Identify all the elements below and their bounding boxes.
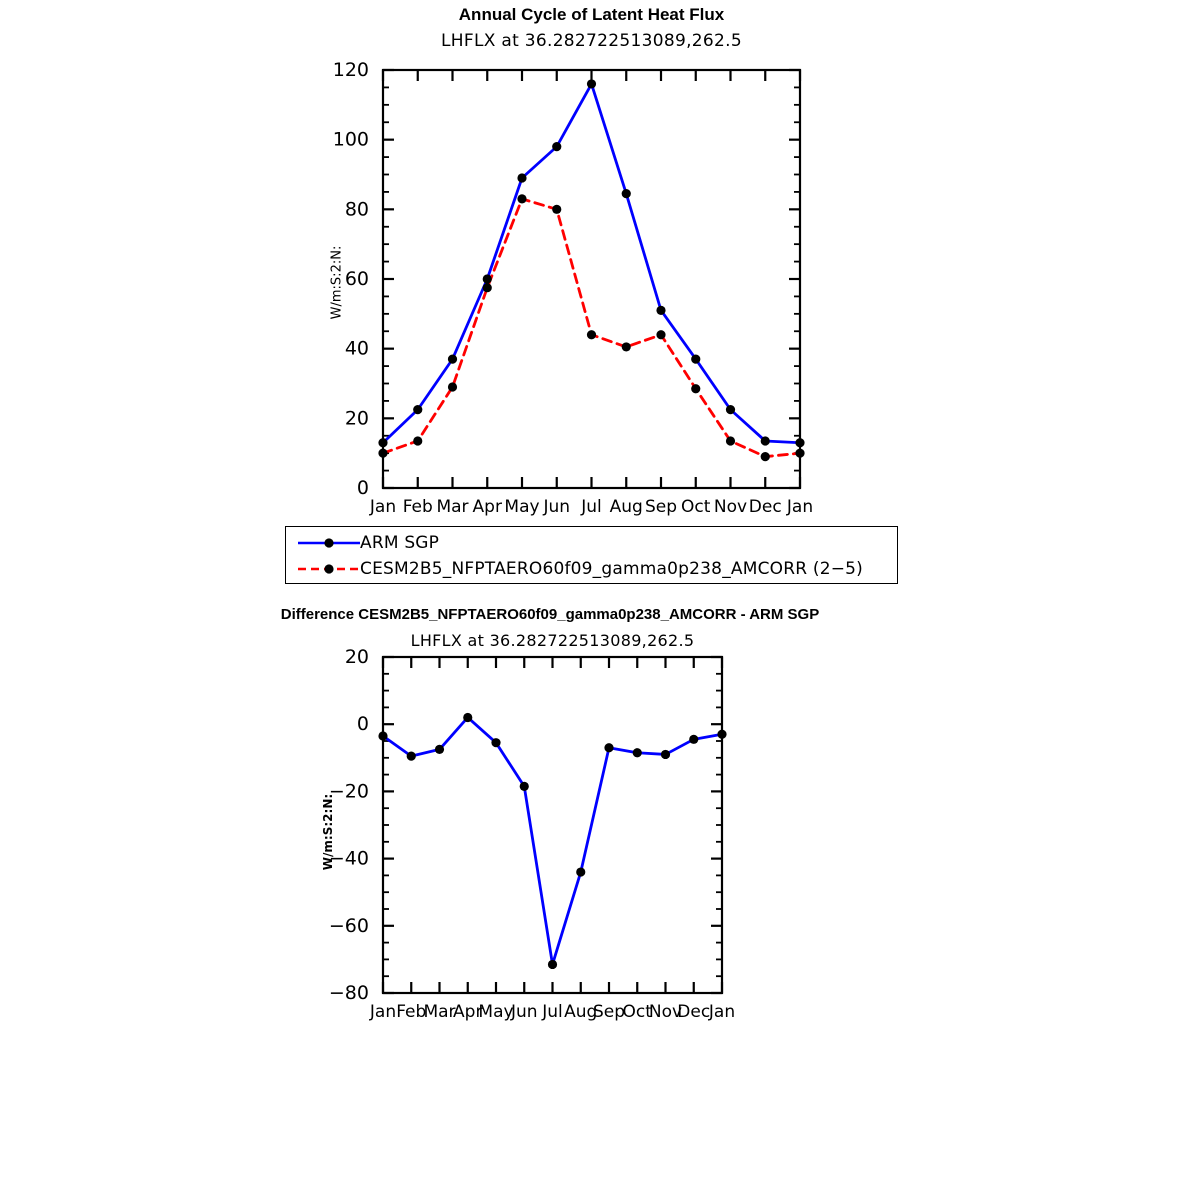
- legend-entry-obs[interactable]: ARM SGP: [286, 530, 439, 556]
- x-tick-label: Jul: [580, 497, 602, 517]
- y-tick-label: −40: [329, 848, 369, 870]
- data-point-marker: [552, 204, 562, 214]
- data-point-marker: [691, 384, 701, 394]
- data-point-marker: [519, 781, 529, 791]
- data-point-marker: [604, 743, 614, 753]
- x-tick-label: Jan: [786, 497, 813, 517]
- x-tick-label: Oct: [623, 1002, 653, 1022]
- y-tick-label: 0: [357, 713, 369, 735]
- plot-frame: [381, 68, 802, 490]
- data-point-marker: [463, 712, 473, 723]
- data-point-marker: [691, 354, 701, 364]
- y-tick-label: 80: [345, 198, 369, 220]
- x-tick-label: Jul: [541, 1002, 563, 1022]
- legend-label-obs: ARM SGP: [360, 533, 440, 553]
- y-tick-label: −20: [329, 780, 369, 802]
- x-tick-label: Aug: [564, 1002, 597, 1022]
- data-point-marker: [760, 452, 770, 462]
- x-tick-label: Sep: [593, 1002, 625, 1022]
- data-point-marker: [491, 738, 501, 748]
- y-tick-label: 20: [345, 646, 369, 668]
- x-tick-label: Jan: [369, 497, 396, 517]
- x-tick-label: May: [478, 1002, 513, 1022]
- data-point-marker: [725, 405, 736, 415]
- bottom-chart-subtitle: LHFLX at 36.282722513089,262.5: [410, 631, 695, 650]
- y-tick-label: 60: [345, 268, 369, 290]
- data-point-marker: [621, 342, 631, 352]
- x-tick-label: Sep: [645, 497, 677, 517]
- data-point-marker: [482, 283, 492, 293]
- data-point-marker: [656, 330, 666, 340]
- data-point-marker: [689, 734, 699, 744]
- data-point-marker: [378, 731, 388, 741]
- y-tick-label: 100: [333, 129, 369, 151]
- data-point-marker: [656, 305, 666, 315]
- data-point-marker: [517, 173, 527, 183]
- y-tick-label: 0: [357, 477, 369, 499]
- legend-swatch-solid-blue: [298, 535, 360, 551]
- data-point-marker: [621, 189, 631, 199]
- data-point-marker: [413, 436, 423, 446]
- legend-swatch-dashed-red: [298, 561, 360, 577]
- x-tick-label: May: [504, 497, 539, 517]
- x-tick-label: Jan: [369, 1002, 396, 1022]
- data-point-marker: [378, 448, 388, 458]
- data-point-marker: [547, 959, 558, 970]
- difference-panel: Difference CESM2B5_NFPTAERO60f09_gamma0p…: [0, 595, 1183, 1045]
- data-point-marker: [795, 438, 805, 448]
- x-tick-label: Nov: [649, 1002, 682, 1022]
- plot-frame: [381, 655, 724, 995]
- x-tick-label: Apr: [453, 1002, 482, 1022]
- legend-entry-model[interactable]: CESM2B5_NFPTAERO60f09_gamma0p238_AMCORR …: [286, 556, 863, 582]
- data-point-marker: [482, 274, 492, 284]
- x-tick-label: Dec: [749, 497, 782, 517]
- data-point-marker: [717, 729, 727, 739]
- data-point-marker: [552, 142, 562, 152]
- x-tick-label: Mar: [436, 497, 468, 517]
- data-point-marker: [632, 748, 642, 758]
- data-point-marker: [586, 330, 597, 340]
- x-tick-label: Nov: [714, 497, 747, 517]
- y-tick-label: −60: [329, 915, 369, 937]
- x-tick-label: Feb: [403, 497, 433, 517]
- data-point-marker: [406, 751, 416, 761]
- y-tick-label: 20: [345, 407, 369, 429]
- x-tick-label: Oct: [681, 497, 711, 517]
- data-point-marker: [795, 448, 805, 458]
- top-chart-subtitle: LHFLX at 36.282722513089,262.5: [441, 31, 742, 51]
- legend-label-model: CESM2B5_NFPTAERO60f09_gamma0p238_AMCORR …: [360, 559, 864, 579]
- data-point-marker: [378, 438, 388, 448]
- data-point-marker: [760, 436, 770, 446]
- y-tick-label: 120: [333, 59, 369, 81]
- y-tick-label: 40: [345, 338, 369, 360]
- series-line-1: [381, 197, 802, 459]
- top-chart-legend: ARM SGP CESM2B5_NFPTAERO60f09_gamma0p238…: [285, 526, 898, 584]
- top-chart-title: Annual Cycle of Latent Heat Flux: [458, 5, 725, 24]
- series-line-0: [381, 716, 724, 966]
- x-tick-label: Jan: [708, 1002, 735, 1022]
- data-point-marker: [517, 194, 527, 204]
- top-chart-plot-area: 0 20 40 60 80 100 120 Jan Feb Mar Apr May Jun Jul Aug S…: [333, 59, 813, 517]
- x-tick-label: Apr: [473, 497, 502, 517]
- data-point-marker: [447, 354, 458, 364]
- x-tick-label: Aug: [610, 497, 643, 517]
- y-tick-label: −80: [329, 982, 369, 1004]
- data-point-marker: [576, 867, 586, 877]
- data-point-marker: [725, 436, 736, 446]
- x-tick-label: Mar: [423, 1002, 455, 1022]
- x-tick-label: Feb: [396, 1002, 426, 1022]
- x-tick-label: Dec: [677, 1002, 710, 1022]
- x-tick-label: Jun: [510, 1002, 538, 1022]
- data-point-marker: [660, 749, 671, 760]
- bottom-chart-title: Difference CESM2B5_NFPTAERO60f09_gamma0p…: [280, 606, 820, 623]
- data-point-marker: [413, 405, 423, 415]
- annual-cycle-panel: Annual Cycle of Latent Heat Flux LHFLX a…: [285, 5, 898, 584]
- series-line-0: [381, 82, 802, 445]
- data-point-marker: [434, 744, 445, 754]
- data-point-marker: [586, 79, 597, 89]
- x-tick-label: Jun: [542, 497, 570, 517]
- data-point-marker: [447, 382, 458, 392]
